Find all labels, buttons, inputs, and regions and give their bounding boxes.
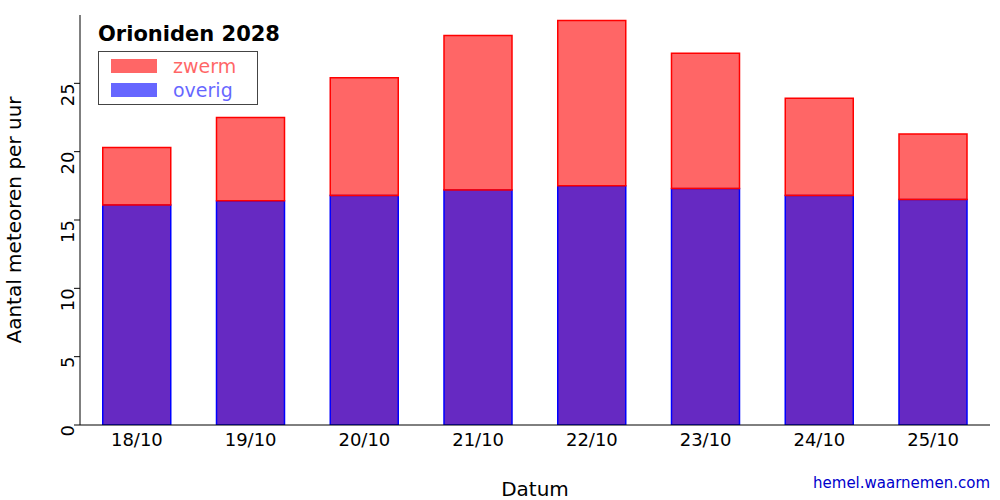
svg-text:20: 20: [57, 152, 78, 175]
svg-text:10: 10: [57, 288, 78, 311]
html-text:zwerm: zwerm: [173, 55, 237, 77]
svg-text:21/10: 21/10: [452, 429, 504, 450]
html-text:overig: overig: [173, 79, 233, 101]
svg-text:18/10: 18/10: [111, 429, 163, 450]
svg-text:5: 5: [57, 357, 78, 368]
svg-text:23/10: 23/10: [680, 429, 732, 450]
svg-text:19/10: 19/10: [225, 429, 277, 450]
svg-text:25/10: 25/10: [907, 429, 959, 450]
svg-text:Datum: Datum: [501, 477, 569, 500]
svg-text:22/10: 22/10: [566, 429, 618, 450]
svg-text:0: 0: [57, 425, 78, 436]
svg-text:20/10: 20/10: [338, 429, 390, 450]
svg-text:15: 15: [57, 220, 78, 243]
svg-text:25: 25: [57, 83, 78, 106]
svg-text:24/10: 24/10: [793, 429, 845, 450]
html-text:Orioniden 2028: Orioniden 2028: [98, 22, 280, 46]
html-text:hemel.waarnemen.com: hemel.waarnemen.com: [813, 474, 990, 492]
svg-text:Aantal meteoren per uur: Aantal meteoren per uur: [8, 96, 26, 344]
